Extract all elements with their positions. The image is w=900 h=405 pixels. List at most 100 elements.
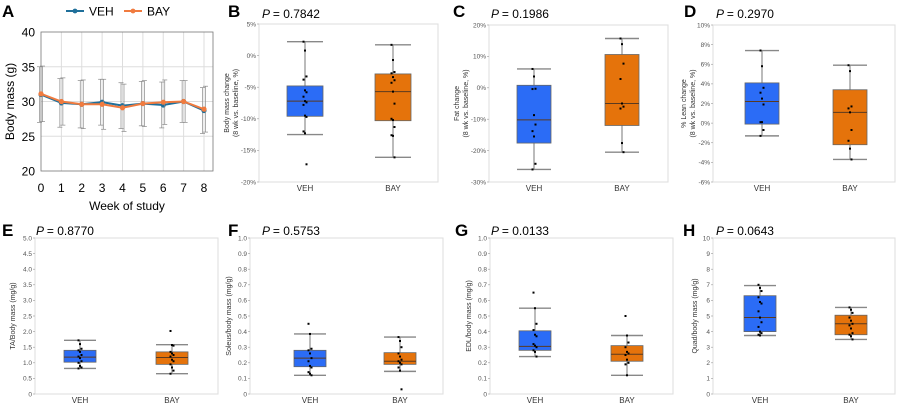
y-tick-label: -6% — [698, 179, 710, 186]
legend-marker — [72, 8, 78, 14]
data-point — [850, 335, 852, 338]
p-value-number: = 0.0133 — [502, 224, 549, 238]
y-tick-label: 20 — [22, 165, 36, 179]
box-veh — [518, 291, 552, 358]
y-tick-label: 25 — [22, 130, 36, 144]
data-point — [761, 65, 763, 68]
x-tick-label: 1 — [58, 181, 65, 195]
y-tick-label: 0.2 — [478, 360, 487, 367]
x-tick-label: 3 — [99, 181, 106, 195]
p-value-number: = 0.2970 — [727, 7, 774, 21]
legend-label: BAY — [147, 5, 170, 19]
box-veh — [516, 67, 552, 171]
data-point — [757, 310, 760, 313]
y-tick-label: 0% — [477, 85, 487, 92]
data-point — [762, 86, 765, 89]
y-tick-label: -20% — [241, 179, 256, 186]
data-point — [201, 106, 207, 112]
y-axis-label: (8 wk vs. baseline, %) — [463, 69, 470, 137]
data-point — [627, 361, 630, 364]
data-point — [400, 346, 403, 349]
data-point — [169, 350, 172, 353]
data-point — [848, 324, 851, 327]
y-tick-label: 1 — [706, 376, 710, 383]
data-point — [79, 343, 81, 346]
data-point — [621, 142, 623, 145]
x-tick-label: BAY — [842, 184, 858, 193]
y-tick-label: 35 — [22, 60, 36, 74]
y-tick-label: 0 — [706, 391, 710, 398]
data-point — [531, 168, 534, 171]
p-value: P = 0.8770 — [36, 224, 94, 238]
data-point — [531, 67, 534, 70]
y-tick-label: 20% — [473, 22, 486, 29]
data-point — [80, 360, 83, 363]
data-point — [77, 355, 80, 358]
panel-h: H P = 0.0643 0 1 2 3 4 5 6 7 8 9 10 Quad/body mass (m… — [683, 221, 896, 405]
data-point — [757, 283, 760, 286]
data-point — [532, 349, 535, 352]
data-point — [535, 355, 538, 358]
data-point — [849, 147, 851, 150]
y-tick-label: 0.5 — [478, 313, 487, 320]
plot-frame — [249, 237, 444, 395]
x-tick-label: VEH — [754, 184, 771, 193]
data-point — [304, 49, 306, 52]
y-tick-label: 2.5 — [23, 313, 32, 320]
iqr-box — [834, 314, 868, 336]
panel-letter: C — [453, 2, 465, 21]
data-point — [619, 78, 622, 81]
box-bay — [374, 43, 412, 159]
data-point — [626, 334, 628, 337]
data-point — [622, 62, 625, 65]
y-tick-label: 0.8 — [238, 267, 247, 274]
data-point — [622, 151, 625, 154]
legend-label: VEH — [89, 5, 114, 19]
box-bay — [155, 329, 189, 375]
data-point — [757, 325, 760, 328]
data-point — [400, 358, 403, 361]
p-value-number: = 0.1986 — [502, 7, 549, 21]
y-tick-label: 1.0 — [238, 235, 247, 242]
y-tick-label: 10% — [697, 22, 710, 29]
data-point — [759, 121, 762, 124]
data-point — [397, 352, 400, 355]
data-point — [531, 130, 534, 133]
data-point — [169, 329, 172, 332]
p-value: P = 0.1986 — [491, 7, 549, 21]
data-point — [307, 371, 310, 374]
data-point — [624, 363, 627, 366]
data-point — [533, 114, 535, 117]
p-value-number: = 0.5753 — [273, 224, 320, 238]
y-tick-label: 2% — [701, 101, 711, 108]
data-point — [619, 37, 622, 40]
x-tick-label: VEH — [297, 184, 314, 193]
data-point — [535, 322, 538, 325]
data-point — [304, 132, 306, 135]
y-tick-label: 0.5 — [238, 313, 247, 320]
data-point — [304, 89, 306, 92]
data-point — [621, 43, 623, 46]
data-point — [532, 329, 535, 332]
panel-a: A 20 25 30 35 40 0 1 2 3 4 5 6 7 8 Week of study Body ma… — [2, 2, 214, 213]
data-point — [307, 349, 310, 352]
iqr-box — [383, 352, 417, 365]
y-tick-label: -2% — [698, 140, 710, 147]
data-point — [79, 364, 81, 367]
x-tick-label: VEH — [302, 396, 319, 405]
x-tick-label: VEH — [526, 184, 543, 193]
x-tick-label: BAY — [614, 184, 630, 193]
data-point — [760, 332, 763, 335]
data-point — [624, 346, 627, 349]
data-point — [169, 355, 172, 358]
data-point — [304, 100, 306, 103]
p-value: P = 0.2970 — [716, 7, 774, 21]
data-point — [535, 335, 538, 338]
box-veh — [63, 339, 97, 370]
data-point — [624, 354, 627, 356]
p-symbol: P — [716, 7, 727, 21]
data-point — [140, 100, 146, 107]
p-value-number: = 0.7842 — [273, 7, 320, 21]
data-point — [392, 134, 394, 137]
